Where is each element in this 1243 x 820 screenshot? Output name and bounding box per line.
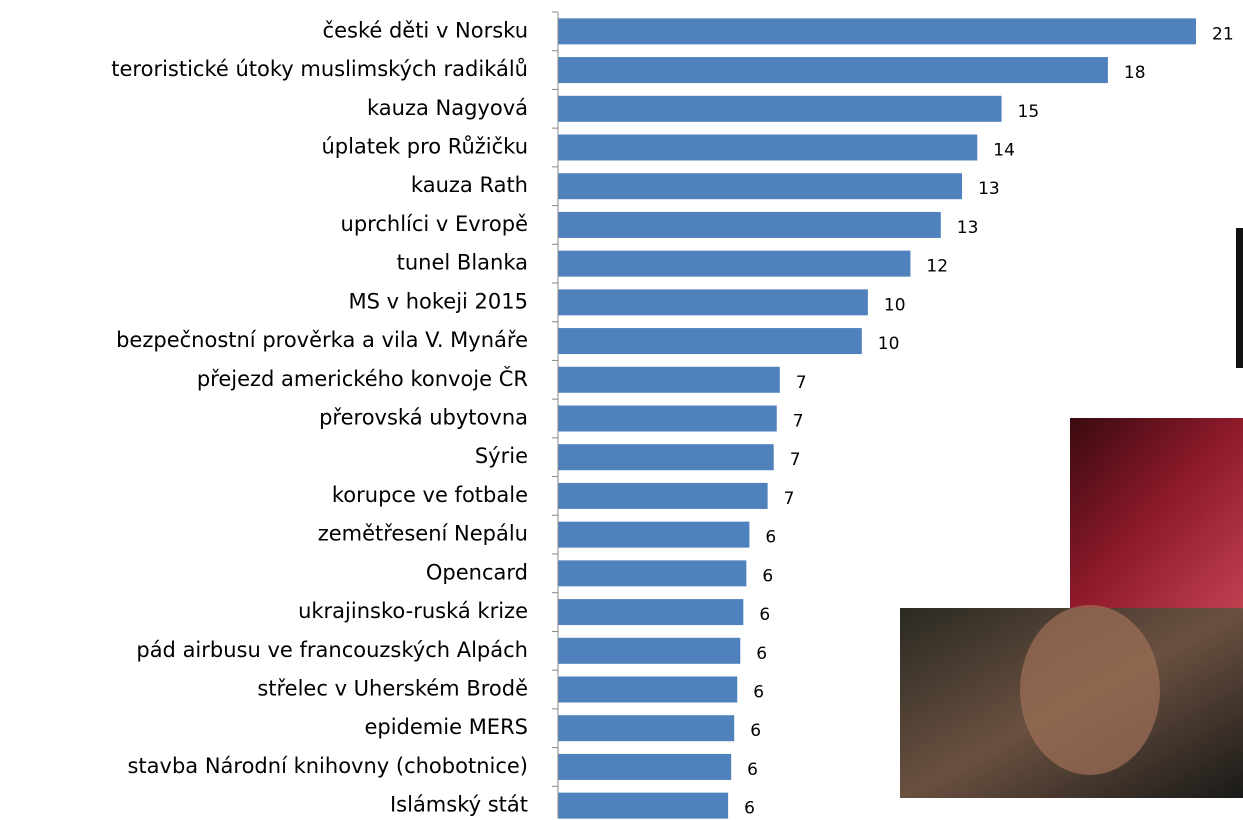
value-label: 12 [926,257,948,277]
bar [558,289,868,316]
value-label: 18 [1124,63,1146,83]
bar [558,95,1002,122]
category-label: pád airbusu ve francouzských Alpách [136,638,528,662]
value-label: 7 [784,489,795,509]
category-label: přerovská ubytovna [319,406,528,430]
category-label: kauza Nagyová [367,96,528,120]
bar [558,482,768,509]
bar [558,599,744,626]
photo-edge [1236,228,1243,368]
category-label: korupce ve fotbale [332,483,528,507]
category-label: úplatek pro Růžičku [321,135,528,159]
value-label: 7 [793,412,804,432]
value-label: 6 [765,528,776,548]
bar [558,134,978,161]
value-label: 14 [993,141,1015,161]
category-label: Sýrie [475,444,528,468]
category-label: Islámský stát [390,793,528,817]
photo [1070,418,1243,608]
bar [558,18,1196,45]
value-label: 7 [796,373,807,393]
bar [558,57,1108,84]
category-label: kauza Rath [411,173,528,197]
value-label: 10 [878,334,900,354]
category-label: bezpečnostní prověrka a vila V. Mynáře [116,328,528,352]
bar [558,676,738,703]
value-label: 21 [1212,24,1234,44]
bar [558,715,735,742]
value-label: 7 [790,450,801,470]
category-label: epidemie MERS [364,715,528,739]
value-label: 6 [747,760,758,780]
value-label: 6 [753,683,764,703]
value-label: 10 [884,295,906,315]
bar [558,173,963,200]
category-label: stavba Národní knihovny (chobotnice) [127,754,528,778]
category-label: ukrajinsko-ruská krize [298,599,528,623]
bar [558,250,911,277]
bar [558,405,777,432]
category-label: české děti v Norsku [323,18,528,42]
category-label: přejezd amerického konvoje ČR [197,366,528,391]
bar [558,366,780,393]
bar [558,328,862,355]
bar [558,792,729,819]
value-label: 6 [759,605,770,625]
category-label: zemětřesení Nepálu [318,522,528,546]
value-label: 6 [744,799,755,819]
photo-detail [1020,605,1160,775]
bar [558,444,774,471]
value-label: 15 [1018,102,1040,122]
value-label: 13 [978,179,1000,199]
value-label: 6 [750,721,761,741]
value-label: 6 [762,566,773,586]
bar [558,560,747,587]
bar [558,211,941,238]
bar [558,637,741,664]
value-label: 13 [957,218,979,238]
category-label: Opencard [426,560,528,584]
category-label: střelec v Uherském Brodě [257,677,528,701]
value-label: 6 [756,644,767,664]
category-label: uprchlíci v Evropě [341,212,528,236]
bar [558,753,732,780]
category-label: teroristické útoky muslimských radikálů [111,57,528,81]
category-label: MS v hokeji 2015 [348,289,528,313]
category-label: tunel Blanka [397,251,528,275]
bar [558,521,750,548]
